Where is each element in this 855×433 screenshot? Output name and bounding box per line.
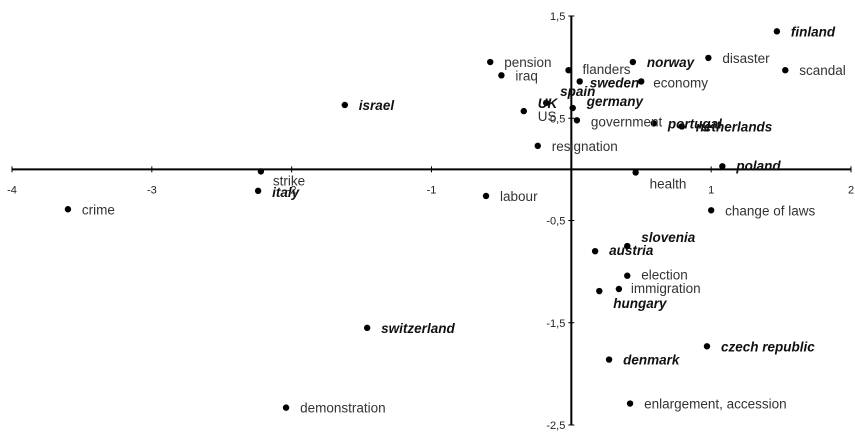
data-point xyxy=(257,168,265,175)
data-point xyxy=(719,163,726,170)
x-tick-label: -1 xyxy=(427,184,437,196)
data-point xyxy=(678,123,686,130)
data-point xyxy=(487,58,494,66)
point-label: iraq xyxy=(515,68,538,83)
data-point xyxy=(624,242,631,250)
point-label: slovenia xyxy=(641,230,696,245)
point-label: czech republic xyxy=(721,339,815,354)
point-label: israel xyxy=(359,98,395,113)
data-point xyxy=(629,58,637,66)
data-point xyxy=(782,66,789,74)
y-tick-label: -2,5 xyxy=(546,420,565,432)
data-point xyxy=(576,78,583,85)
data-point xyxy=(282,404,290,411)
data-point xyxy=(64,206,72,213)
point-label: pension xyxy=(504,55,551,70)
y-tick-label: -1,5 xyxy=(546,318,565,330)
point-label: resignation xyxy=(552,139,618,154)
data-point xyxy=(615,285,623,293)
data-point xyxy=(565,66,572,74)
point-label: health xyxy=(650,176,687,191)
point-label: disaster xyxy=(722,51,770,66)
point-label: economy xyxy=(653,75,708,90)
data-point xyxy=(605,356,613,363)
point-label: change of laws xyxy=(725,203,815,218)
point-label: netherlands xyxy=(696,119,773,134)
y-tick-label: 0,5 xyxy=(550,113,565,125)
point-label: crime xyxy=(82,202,115,217)
point-label: flanders xyxy=(583,62,631,77)
x-tick-label: -2 xyxy=(287,184,297,196)
point-label: scandal xyxy=(799,63,846,78)
data-point xyxy=(638,78,645,85)
data-point xyxy=(626,400,634,407)
y-tick-label: 1,5 xyxy=(550,11,565,23)
tick-labels: -4 -3 -2 -1 1 2 1,5 0,5 -0,5 -1,5 -2,5 xyxy=(7,11,854,432)
point-label: election xyxy=(641,268,688,283)
point-label: spain xyxy=(560,84,595,99)
point-label: italy xyxy=(272,185,301,200)
x-tick-label: -4 xyxy=(7,184,17,196)
data-point xyxy=(703,343,711,350)
point-label: demonstration xyxy=(300,401,386,416)
point-label: norway xyxy=(647,55,696,70)
data-point xyxy=(596,287,603,295)
point-label: immigration xyxy=(631,281,701,296)
point-label: sweden xyxy=(590,75,640,90)
data-point xyxy=(705,54,712,62)
data-point xyxy=(254,187,262,195)
point-label: US xyxy=(538,109,557,124)
data-point xyxy=(498,72,505,79)
point-label: germany xyxy=(586,94,645,109)
data-point xyxy=(650,120,658,127)
point-label: denmark xyxy=(623,353,681,368)
point-label: switzerland xyxy=(381,321,455,336)
data-point xyxy=(520,107,527,115)
data-point xyxy=(542,99,550,107)
x-tick-label: 2 xyxy=(848,184,854,196)
data-point xyxy=(569,104,576,112)
data-point xyxy=(573,117,581,124)
point-label: hungary xyxy=(613,296,668,311)
point-label: government xyxy=(591,114,663,129)
data-point xyxy=(591,247,599,255)
y-tick-label: -0,5 xyxy=(546,216,565,228)
point-label: labour xyxy=(500,189,538,204)
point-label: portugal xyxy=(667,116,722,131)
x-tick-label: -3 xyxy=(147,184,157,196)
data-point xyxy=(707,207,715,214)
point-label: finland xyxy=(791,24,836,39)
data-point xyxy=(341,101,349,109)
point-label: poland xyxy=(735,158,781,173)
x-tick-label: 1 xyxy=(708,184,714,196)
point-label: UK xyxy=(538,96,559,111)
point-label: enlargement, accession xyxy=(644,397,787,412)
point-label: austria xyxy=(609,243,654,258)
data-point xyxy=(534,142,541,150)
data-points xyxy=(64,28,789,411)
axes xyxy=(12,16,851,425)
point-label: strike xyxy=(273,173,305,188)
data-point xyxy=(773,28,781,35)
data-point xyxy=(624,272,631,279)
data-point xyxy=(363,324,371,332)
data-point xyxy=(482,192,490,200)
data-point xyxy=(632,169,639,176)
